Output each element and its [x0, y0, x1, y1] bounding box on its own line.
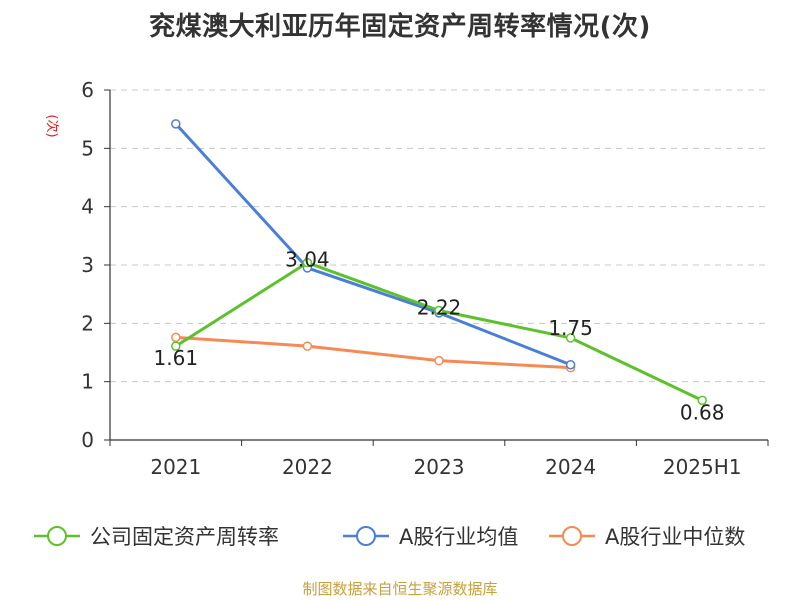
series-line-2	[175, 335, 571, 370]
data-label: 3.04	[285, 248, 330, 272]
data-label: 0.68	[680, 400, 725, 424]
y-tick-label: 3	[81, 253, 94, 277]
series-line-1	[174, 122, 572, 367]
legend-item-2[interactable]: A股行业中位数	[549, 525, 745, 549]
data-label: 1.75	[548, 316, 593, 340]
series-line-0	[174, 261, 703, 402]
y-tick-label: 5	[81, 136, 94, 160]
data-point	[171, 119, 181, 129]
legend-marker-icon	[47, 526, 67, 546]
legend-item-1[interactable]: A股行业均值	[343, 525, 518, 549]
y-tick-label: 4	[81, 195, 94, 219]
legend-item-0[interactable]: 公司固定资产周转率	[34, 525, 279, 549]
legend-marker-icon	[562, 526, 582, 546]
data-labels: 1.61 3.04 2.22 1.75 0.68	[154, 248, 725, 425]
data-point	[302, 257, 313, 268]
data-point	[565, 333, 576, 343]
legend-label: A股行业中位数	[605, 525, 745, 549]
line-chart: (次) 0 1 2 3 4 5 6 2021 2022 2023 2024 2025H1 1.61 3.…	[34, 78, 769, 549]
legend[interactable]: 公司固定资产周转率 A股行业均值 A股行业中位数	[34, 525, 745, 549]
chart-title: 兖煤澳大利亚历年固定资产周转率情况(次)	[149, 12, 651, 42]
data-point	[434, 355, 444, 366]
legend-label: A股行业均值	[399, 525, 518, 549]
data-point	[171, 341, 181, 351]
y-axis-label: (次)	[44, 114, 60, 137]
legend-label: 公司固定资产周转率	[90, 525, 279, 549]
y-tick-label: 6	[81, 78, 94, 102]
data-point	[171, 332, 181, 343]
x-tick-label: 2023	[414, 455, 465, 479]
grid-lines	[110, 89, 768, 383]
data-point	[434, 305, 444, 316]
data-source-note: 制图数据来自恒生聚源数据库	[302, 580, 498, 598]
data-point	[697, 395, 707, 406]
data-point	[302, 341, 313, 351]
x-tick-label: 2021	[150, 455, 201, 479]
data-label: 2.22	[417, 296, 462, 320]
x-tick-label: 2024	[545, 455, 596, 479]
x-tick-label: 2022	[282, 455, 333, 479]
axes: 0 1 2 3 4 5 6 2021 2022 2023 2024 2025H1	[81, 78, 769, 479]
y-tick-label: 1	[81, 370, 94, 394]
x-tick-label: 2025H1	[663, 455, 742, 479]
data-point	[565, 360, 576, 370]
y-tick-label: 0	[81, 428, 94, 452]
legend-marker-icon	[356, 526, 376, 546]
y-tick-label: 2	[81, 311, 94, 335]
data-label: 1.61	[154, 346, 199, 370]
series-lines	[171, 119, 707, 406]
